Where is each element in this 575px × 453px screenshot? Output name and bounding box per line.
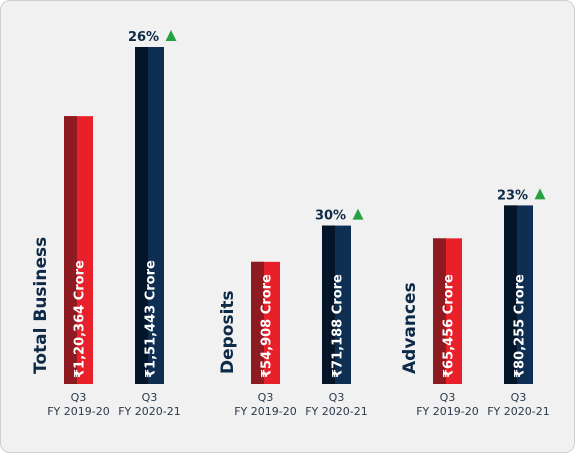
category-line2-total-business-2: FY 2020-21 [118, 405, 181, 418]
up-triangle-icon [534, 188, 546, 200]
bar-side-advances-1 [433, 238, 446, 384]
group-label-advances: Advances [400, 282, 420, 374]
category-line1-deposits-1: Q3 [258, 391, 274, 404]
growth-label-deposits: 30% [315, 209, 346, 224]
up-triangle-icon [352, 208, 364, 220]
category-line1-total-business-1: Q3 [71, 391, 87, 404]
bar-side-advances-2 [504, 205, 517, 384]
category-line1-advances-2: Q3 [511, 391, 527, 404]
group-label-total-business: Total Business [31, 237, 51, 374]
category-line1-advances-1: Q3 [440, 391, 456, 404]
bar-side-deposits-2 [322, 225, 335, 384]
bar-value-total-business-2: ₹1,51,443 Crore [144, 260, 159, 378]
category-line1-total-business-2: Q3 [142, 391, 158, 404]
bar-side-total-business-2 [135, 47, 148, 384]
bar-value-advances-2: ₹80,255 Crore [513, 274, 528, 378]
bar-side-total-business-1 [64, 116, 77, 384]
category-line1-deposits-2: Q3 [329, 391, 345, 404]
growth-label-total-business: 26% [128, 30, 159, 45]
bar-value-advances-1: ₹65,456 Crore [442, 274, 457, 378]
bar-side-deposits-1 [251, 261, 264, 384]
growth-label-advances: 23% [497, 188, 528, 203]
bar-value-deposits-1: ₹54,908 Crore [260, 274, 275, 378]
category-line2-total-business-1: FY 2019-20 [47, 405, 110, 418]
group-label-deposits: Deposits [218, 290, 238, 374]
category-line2-deposits-2: FY 2020-21 [305, 405, 368, 418]
up-triangle-icon [165, 30, 177, 41]
bar-value-total-business-1: ₹1,20,364 Crore [73, 260, 88, 378]
category-line2-deposits-1: FY 2019-20 [234, 405, 297, 418]
bar-value-deposits-2: ₹71,188 Crore [331, 274, 346, 378]
category-line2-advances-2: FY 2020-21 [487, 405, 550, 418]
category-line2-advances-1: FY 2019-20 [416, 405, 479, 418]
